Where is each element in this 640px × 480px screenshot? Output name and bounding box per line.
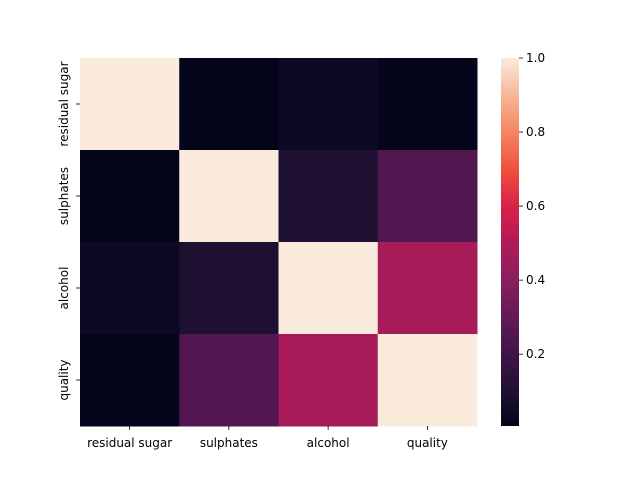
colorbar-tick-label: 0.6 [526,199,545,213]
heatmap-cell-sulphates-alcohol [278,150,379,243]
heatmap-cell-quality-quality [377,334,478,427]
x-tick-label-quality: quality [407,436,448,450]
heatmap-cell-sulphates-quality [377,150,478,243]
colorbar-tick-label: 0.2 [526,347,545,361]
x-tick-label-alcohol: alcohol [307,436,350,450]
colorbar-tick-label: 1.0 [526,51,545,65]
y-tick-label-sulphates: sulphates [57,167,71,225]
heatmap-cells [80,58,478,427]
x-tick-label-residual-sugar: residual sugar [87,436,172,450]
y-tick-label-residual-sugar: residual sugar [57,61,71,146]
heatmap-cell-residual-sugar-residual-sugar [80,58,180,151]
heatmap-cell-sulphates-sulphates [179,150,279,243]
colorbar-tick-label: 0.4 [526,273,545,287]
heatmap-cell-alcohol-quality [377,242,478,335]
y-axis: residual sugar sulphates alcohol quality [57,61,80,401]
heatmap-cell-alcohol-residual-sugar [80,242,180,335]
y-tick-label-quality: quality [57,359,71,400]
heatmap-cell-quality-sulphates [179,334,279,427]
x-axis: residual sugar sulphates alcohol quality [87,426,448,450]
heatmap-cell-sulphates-residual-sugar [80,150,180,243]
heatmap-cell-alcohol-alcohol [278,242,379,335]
heatmap-cell-quality-residual-sugar [80,334,180,427]
heatmap-cell-alcohol-sulphates [179,242,279,335]
colorbar-axis: 0.2 0.4 0.6 0.8 1.0 [519,51,545,361]
y-tick-label-alcohol: alcohol [57,267,71,310]
heatmap-cell-residual-sugar-quality [377,58,478,151]
heatmap-cell-residual-sugar-alcohol [278,58,379,151]
colorbar [501,58,519,426]
colorbar-tick-label: 0.8 [526,125,545,139]
heatmap-cell-residual-sugar-sulphates [179,58,279,151]
heatmap-cell-quality-alcohol [278,334,379,427]
x-tick-label-sulphates: sulphates [200,436,258,450]
